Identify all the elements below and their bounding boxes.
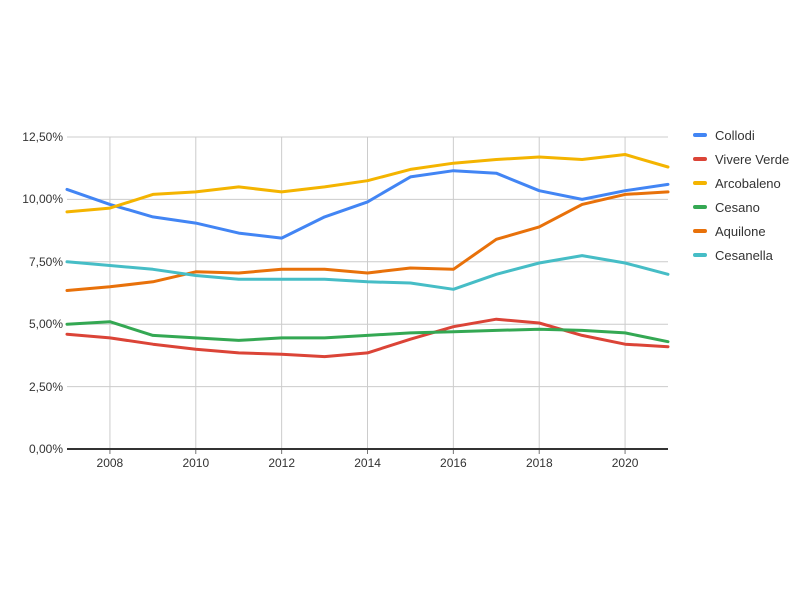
series-line-arcobaleno bbox=[65, 153, 670, 214]
legend-label: Cesanella bbox=[715, 247, 773, 263]
y-tick-label: 0,00% bbox=[28, 442, 63, 456]
legend-swatch-icon bbox=[693, 157, 707, 161]
y-tick-label: 7,50% bbox=[28, 254, 63, 269]
legend-item-aquilone[interactable]: Aquilone bbox=[693, 223, 789, 239]
series-line-aquilone bbox=[65, 190, 670, 292]
x-tick-label: 2010 bbox=[182, 456, 210, 470]
legend-item-vivere-verde[interactable]: Vivere Verde bbox=[693, 151, 790, 167]
x-tick-label: 2014 bbox=[354, 456, 381, 470]
legend-swatch-icon bbox=[693, 205, 707, 209]
series-line-cesano bbox=[65, 320, 670, 344]
plot-area bbox=[65, 136, 670, 454]
legend-label: Aquilone bbox=[715, 223, 766, 239]
chart-legend: Collodi Vivere Verde Arcobaleno Cesano A… bbox=[693, 128, 789, 272]
series-line-cesanella bbox=[65, 254, 670, 291]
gridlines bbox=[67, 136, 668, 454]
x-tick-label: 2016 bbox=[440, 456, 467, 470]
series-line-collodi bbox=[65, 169, 670, 240]
y-tick-label: 5,00% bbox=[28, 317, 63, 332]
x-tick-label: 2012 bbox=[268, 456, 296, 470]
legend-label: Collodi bbox=[715, 127, 755, 143]
y-tick-label: 12,50% bbox=[22, 130, 63, 144]
y-tick-label: 10,00% bbox=[22, 192, 63, 207]
x-tick-label: 2008 bbox=[96, 456, 124, 470]
legend-item-arcobaleno[interactable]: Arcobaleno bbox=[693, 175, 789, 191]
x-tick-label: 2018 bbox=[525, 456, 553, 470]
x-tick-label: 2020 bbox=[611, 456, 639, 470]
legend-swatch-icon bbox=[693, 181, 707, 185]
legend-swatch-icon bbox=[693, 133, 707, 137]
y-tick-label: 2,50% bbox=[28, 379, 63, 394]
legend-item-cesanella[interactable]: Cesanella bbox=[693, 247, 789, 263]
legend-label: Cesano bbox=[715, 199, 760, 215]
legend-item-cesano[interactable]: Cesano bbox=[693, 199, 789, 215]
legend-label: Vivere Verde bbox=[715, 151, 790, 167]
legend-swatch-icon bbox=[693, 253, 707, 257]
legend-label: Arcobaleno bbox=[715, 175, 781, 191]
legend-item-collodi[interactable]: Collodi bbox=[693, 127, 789, 143]
legend-swatch-icon bbox=[693, 229, 707, 233]
